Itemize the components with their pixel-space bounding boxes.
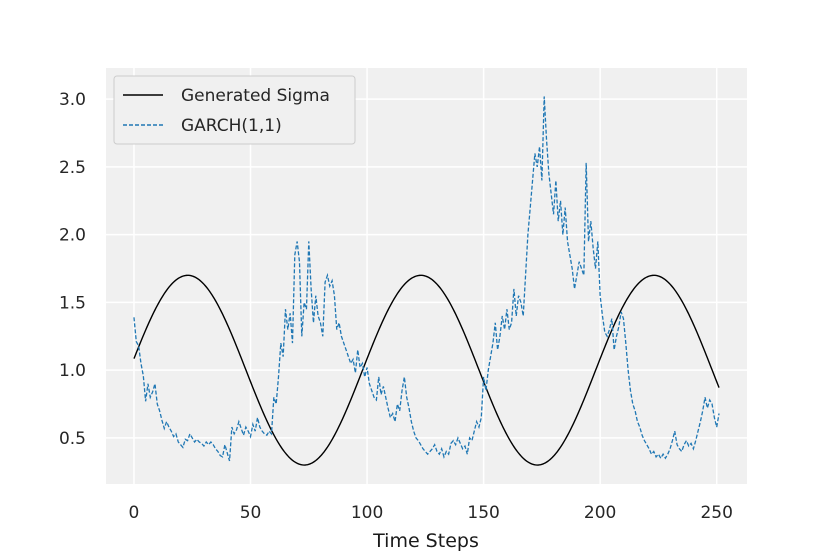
tick-labels: 0 50 100 150 200 250 0.5 1.0 1.5 2.0 2.5 3.0 <box>59 90 733 523</box>
x-tick-label: 250 <box>700 503 732 523</box>
x-tick-label: 100 <box>351 503 383 523</box>
y-tick-label: 1.5 <box>59 293 86 313</box>
y-tick-label: 2.5 <box>59 158 86 178</box>
series-line-generated-sigma <box>133 274 720 466</box>
legend-box <box>113 75 356 145</box>
x-tick-label: 200 <box>584 503 616 523</box>
y-tick-label: 3.0 <box>59 90 86 110</box>
x-tick-label: 50 <box>240 503 262 523</box>
x-tick-label: 0 <box>129 503 140 523</box>
x-tick-label: 150 <box>467 503 499 523</box>
legend-label-garch: GARCH(1,1) <box>181 116 282 136</box>
y-tick-label: 2.0 <box>59 226 86 246</box>
legend-label-generated-sigma: Generated Sigma <box>181 86 330 106</box>
x-axis-label: Time Steps <box>372 530 479 552</box>
grid <box>106 68 747 484</box>
y-tick-label: 1.0 <box>59 361 86 381</box>
series-layer <box>133 96 720 466</box>
series-line-garch <box>133 96 720 462</box>
legend: Generated Sigma GARCH(1,1) <box>113 75 356 145</box>
y-tick-label: 0.5 <box>59 429 86 449</box>
